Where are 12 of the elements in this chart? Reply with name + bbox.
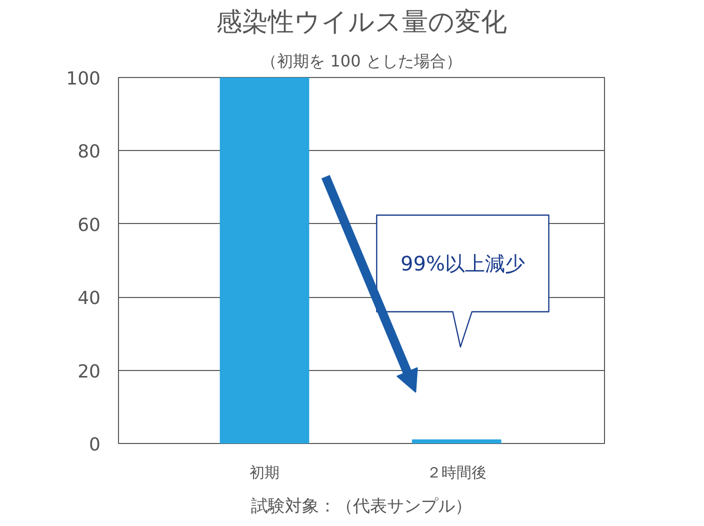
y-tick-label: 100	[66, 68, 101, 90]
y-tick-label: 80	[78, 142, 100, 163]
x-tick-label: 初期	[249, 464, 280, 482]
x-tick-label: ２時間後	[426, 464, 487, 482]
y-tick-label: 20	[78, 361, 100, 382]
chart-title: 感染性ウイルス量の変化	[216, 8, 507, 38]
y-tick-label: 40	[78, 288, 100, 310]
chart-subtitle: （初期を 100 とした場合）	[261, 52, 462, 70]
y-tick-label: 0	[89, 434, 100, 456]
text: 試験対象：（代表サンプル）	[251, 496, 472, 516]
y-tick-label: 60	[78, 214, 100, 236]
annotation: 99%以上減少	[400, 251, 525, 276]
